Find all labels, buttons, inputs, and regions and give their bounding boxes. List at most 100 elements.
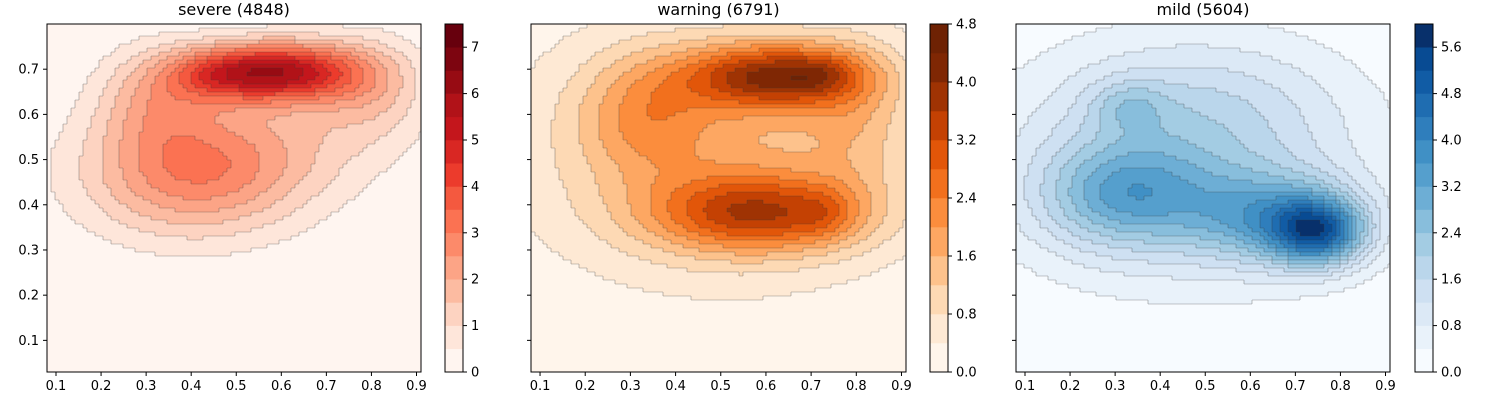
density-cell xyxy=(631,52,671,56)
density-cell xyxy=(179,64,187,68)
density-cell xyxy=(271,100,335,104)
density-cell xyxy=(1316,80,1372,84)
density-cell xyxy=(215,120,267,124)
density-cell xyxy=(531,108,555,112)
density-cell xyxy=(1312,188,1328,192)
density-cell xyxy=(1320,168,1344,172)
density-cell xyxy=(1264,264,1288,268)
density-cell xyxy=(1244,144,1284,148)
density-cell xyxy=(1356,256,1364,260)
density-cell xyxy=(379,96,395,100)
density-cell xyxy=(663,80,687,84)
density-cell xyxy=(551,132,579,136)
density-cell xyxy=(59,136,87,140)
density-cell xyxy=(851,164,883,168)
density-cell xyxy=(675,252,735,256)
density-cell xyxy=(275,132,327,136)
density-cell xyxy=(283,172,307,176)
density-cell xyxy=(1160,124,1224,128)
density-cell xyxy=(643,48,687,52)
density-cell xyxy=(91,72,115,76)
density-cell xyxy=(583,220,615,224)
x-tick-label: 0.7 xyxy=(1285,379,1306,394)
density-cell xyxy=(323,140,375,144)
density-cell xyxy=(211,84,239,88)
density-cell xyxy=(887,128,906,132)
colorbar-tick-label: 1 xyxy=(471,319,479,334)
density-cell xyxy=(51,188,87,192)
density-cell xyxy=(411,60,421,64)
density-cell xyxy=(1344,248,1352,252)
density-cell xyxy=(1036,108,1068,112)
density-cell xyxy=(139,140,167,144)
density-cell xyxy=(663,248,699,252)
density-cell xyxy=(143,172,171,176)
density-cell xyxy=(871,248,906,252)
density-cell xyxy=(1068,112,1088,116)
density-cell xyxy=(651,212,671,216)
density-cell xyxy=(207,180,251,184)
density-cell xyxy=(599,136,623,140)
density-cell xyxy=(1044,168,1060,172)
density-cell xyxy=(159,72,171,76)
density-cell xyxy=(1260,224,1272,228)
density-cell xyxy=(311,48,335,52)
density-cell xyxy=(295,56,315,60)
density-cell xyxy=(707,212,731,216)
density-cell xyxy=(1280,236,1288,240)
contour-lines xyxy=(1016,24,1390,305)
density-cell xyxy=(619,248,663,252)
density-cell xyxy=(1172,172,1212,176)
density-cell xyxy=(531,212,575,216)
density-cell xyxy=(127,116,143,120)
density-cell xyxy=(1372,260,1390,264)
density-cell xyxy=(1092,220,1120,224)
density-cell xyxy=(1328,192,1336,196)
density-cell xyxy=(1032,156,1052,160)
density-cell xyxy=(119,160,139,164)
density-cell xyxy=(1356,180,1376,184)
density-cell xyxy=(731,204,779,208)
density-cell xyxy=(831,220,843,224)
density-cell xyxy=(759,84,815,88)
density-cell xyxy=(863,180,883,184)
density-cell xyxy=(371,88,387,92)
density-cell xyxy=(1100,212,1132,216)
density-cell xyxy=(103,140,119,144)
x-tick-label: 0.9 xyxy=(891,379,912,394)
density-cell xyxy=(1324,228,1332,232)
density-cell xyxy=(1344,120,1390,124)
density-cell xyxy=(283,216,327,220)
density-cell xyxy=(1328,92,1384,96)
colorbar-band xyxy=(445,279,463,303)
density-cell xyxy=(1212,172,1268,176)
density-cell xyxy=(183,84,195,88)
density-cell xyxy=(1056,280,1244,284)
density-cell xyxy=(1032,160,1052,164)
density-cell xyxy=(1128,192,1152,196)
density-cell xyxy=(1124,100,1148,104)
density-cell xyxy=(675,232,699,236)
density-cell xyxy=(271,128,331,132)
density-cell xyxy=(871,116,891,120)
density-cell xyxy=(1200,264,1264,268)
density-cell xyxy=(407,108,421,112)
density-cell xyxy=(1024,196,1044,200)
density-cell xyxy=(583,100,603,104)
density-cell xyxy=(1016,256,1064,260)
density-cell xyxy=(303,176,335,180)
density-cell xyxy=(1224,124,1268,128)
density-cell xyxy=(1044,176,1060,180)
density-cell xyxy=(1060,200,1072,204)
density-cell xyxy=(1360,196,1372,200)
density-cell xyxy=(531,92,559,96)
density-cell xyxy=(1016,236,1028,240)
density-cell xyxy=(83,144,103,148)
density-cell xyxy=(531,184,563,188)
density-cell xyxy=(1380,216,1390,220)
density-cell xyxy=(899,52,906,56)
density-cell xyxy=(839,240,859,244)
density-cell xyxy=(1016,212,1032,216)
density-cell xyxy=(871,232,895,236)
density-cell xyxy=(779,184,827,188)
